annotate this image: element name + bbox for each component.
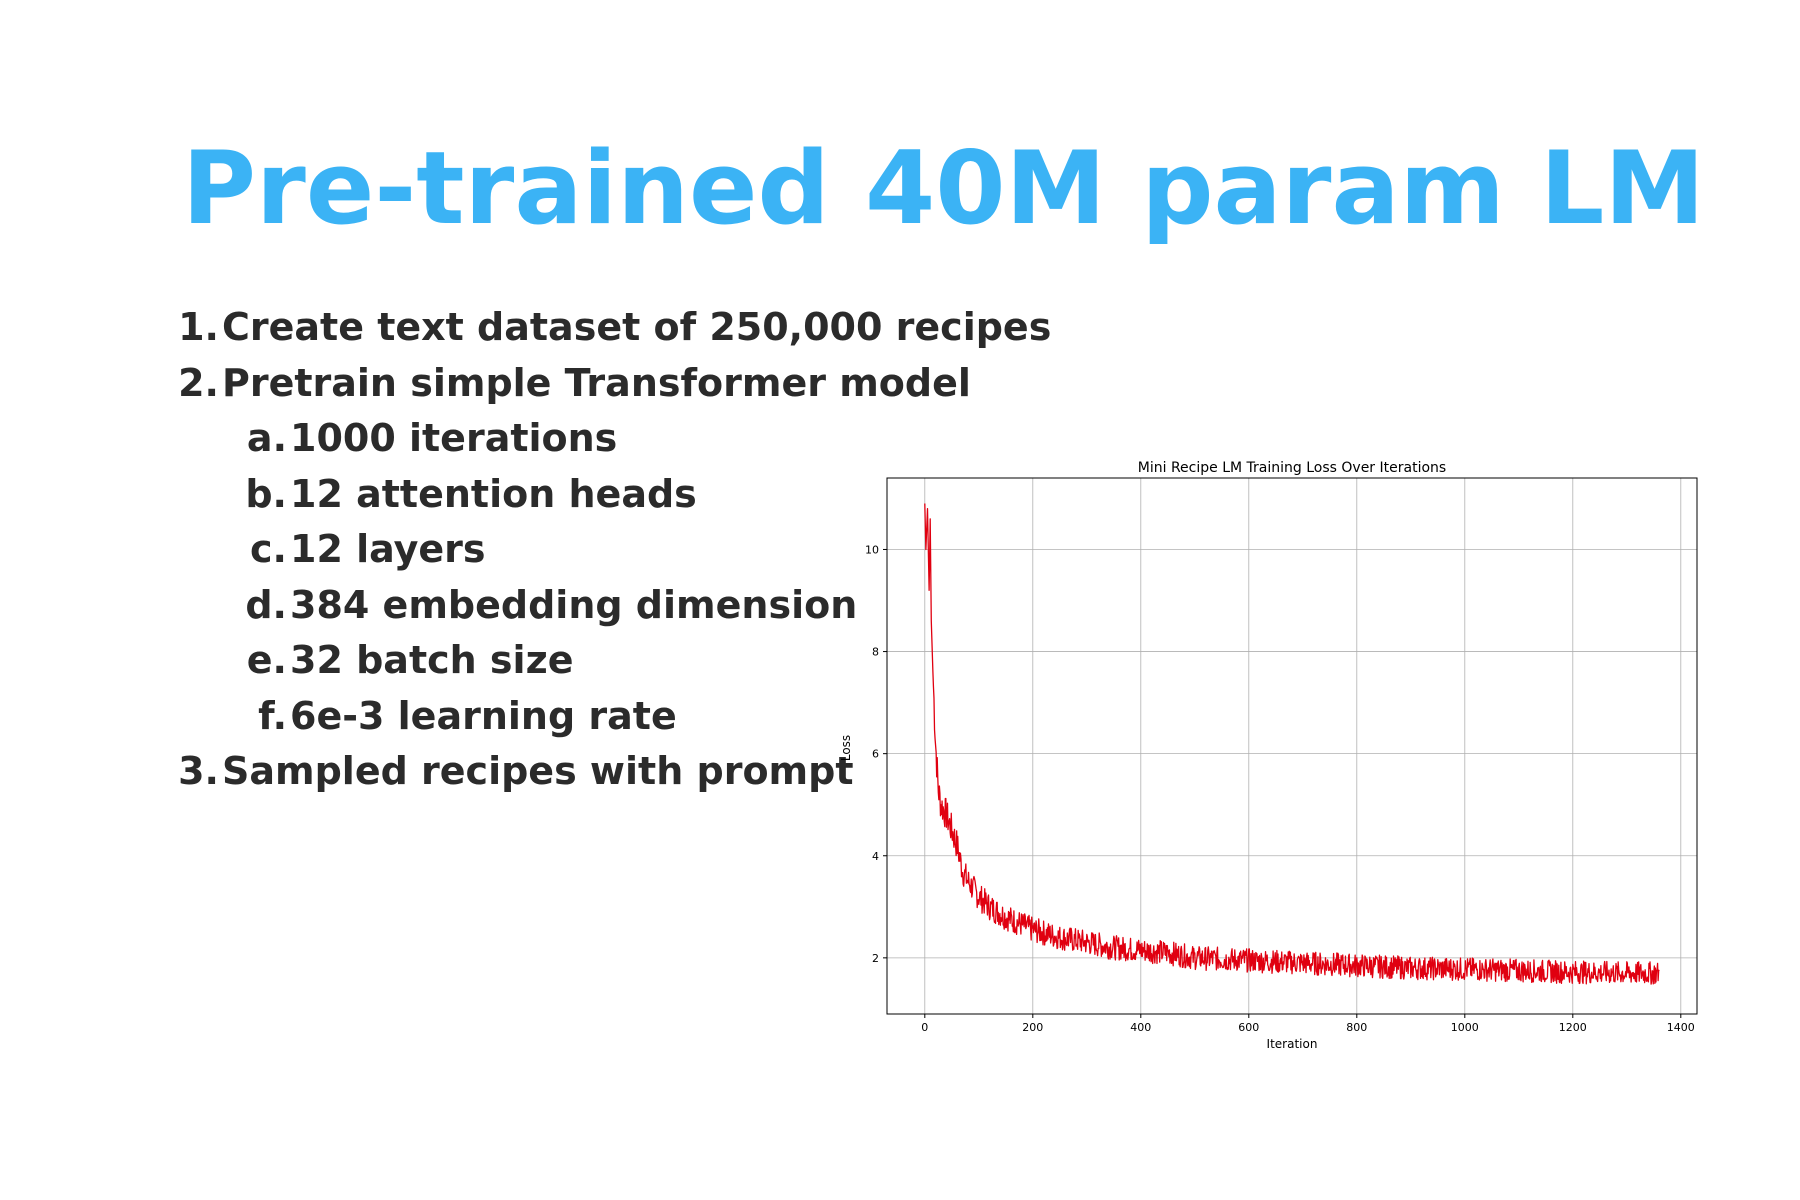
list-item-text: Sampled recipes with prompt (222, 749, 854, 793)
x-tick-label: 1000 (1451, 1021, 1479, 1034)
x-tick-label: 600 (1238, 1021, 1259, 1034)
list-marker: 1. (178, 305, 219, 349)
loss-chart: Mini Recipe LM Training Loss Over Iterat… (820, 440, 1720, 1060)
list-item-text: 12 attention heads (290, 471, 697, 516)
x-tick-label: 0 (921, 1021, 928, 1034)
list-marker: a. (246, 416, 287, 460)
x-tick-label: 1200 (1559, 1021, 1587, 1034)
x-tick-label: 400 (1130, 1021, 1151, 1034)
list-item-text: 6e-3 learning rate (290, 693, 677, 738)
chart-title: Mini Recipe LM Training Loss Over Iterat… (1138, 460, 1446, 476)
chart-ticks: 0 200 400 600 800 1000 1200 1400 2 4 6 8 10 (865, 543, 1695, 1034)
chart-series (924, 503, 1660, 985)
list-marker: e. (246, 638, 287, 682)
y-tick-label: 6 (872, 748, 879, 761)
chart-grid (887, 478, 1697, 1014)
y-tick-label: 8 (872, 646, 879, 659)
list-item-text: 1000 iterations (290, 416, 618, 460)
list-marker: c. (250, 527, 287, 571)
list-item-text: 12 layers (290, 527, 486, 571)
y-tick-label: 2 (872, 952, 879, 965)
x-tick-label: 200 (1022, 1021, 1043, 1034)
x-axis-label: Iteration (1267, 1037, 1318, 1051)
list-item-text: 32 batch size (290, 638, 574, 682)
x-tick-label: 1400 (1667, 1021, 1695, 1034)
slide-title: Pre-trained 40M param LM (182, 129, 1705, 247)
loss-chart-svg: Mini Recipe LM Training Loss Over Iterat… (839, 460, 1698, 1051)
list-item-text: Create text dataset of 250,000 recipes (222, 305, 1052, 349)
list-marker: f. (258, 693, 287, 738)
list-item-text: 384 embedding dimension (290, 582, 858, 627)
list-marker: b. (245, 471, 287, 516)
list-marker: 3. (178, 749, 219, 793)
list-item-text: Pretrain simple Transformer model (222, 360, 971, 405)
list-marker: 2. (178, 360, 219, 405)
loss-series-line (924, 503, 1660, 985)
y-tick-label: 10 (865, 543, 879, 556)
list-marker: d. (245, 582, 287, 627)
y-tick-label: 4 (872, 850, 879, 863)
plot-frame (886, 477, 1698, 1015)
y-axis-label: Loss (839, 735, 853, 761)
x-tick-label: 800 (1346, 1021, 1367, 1034)
